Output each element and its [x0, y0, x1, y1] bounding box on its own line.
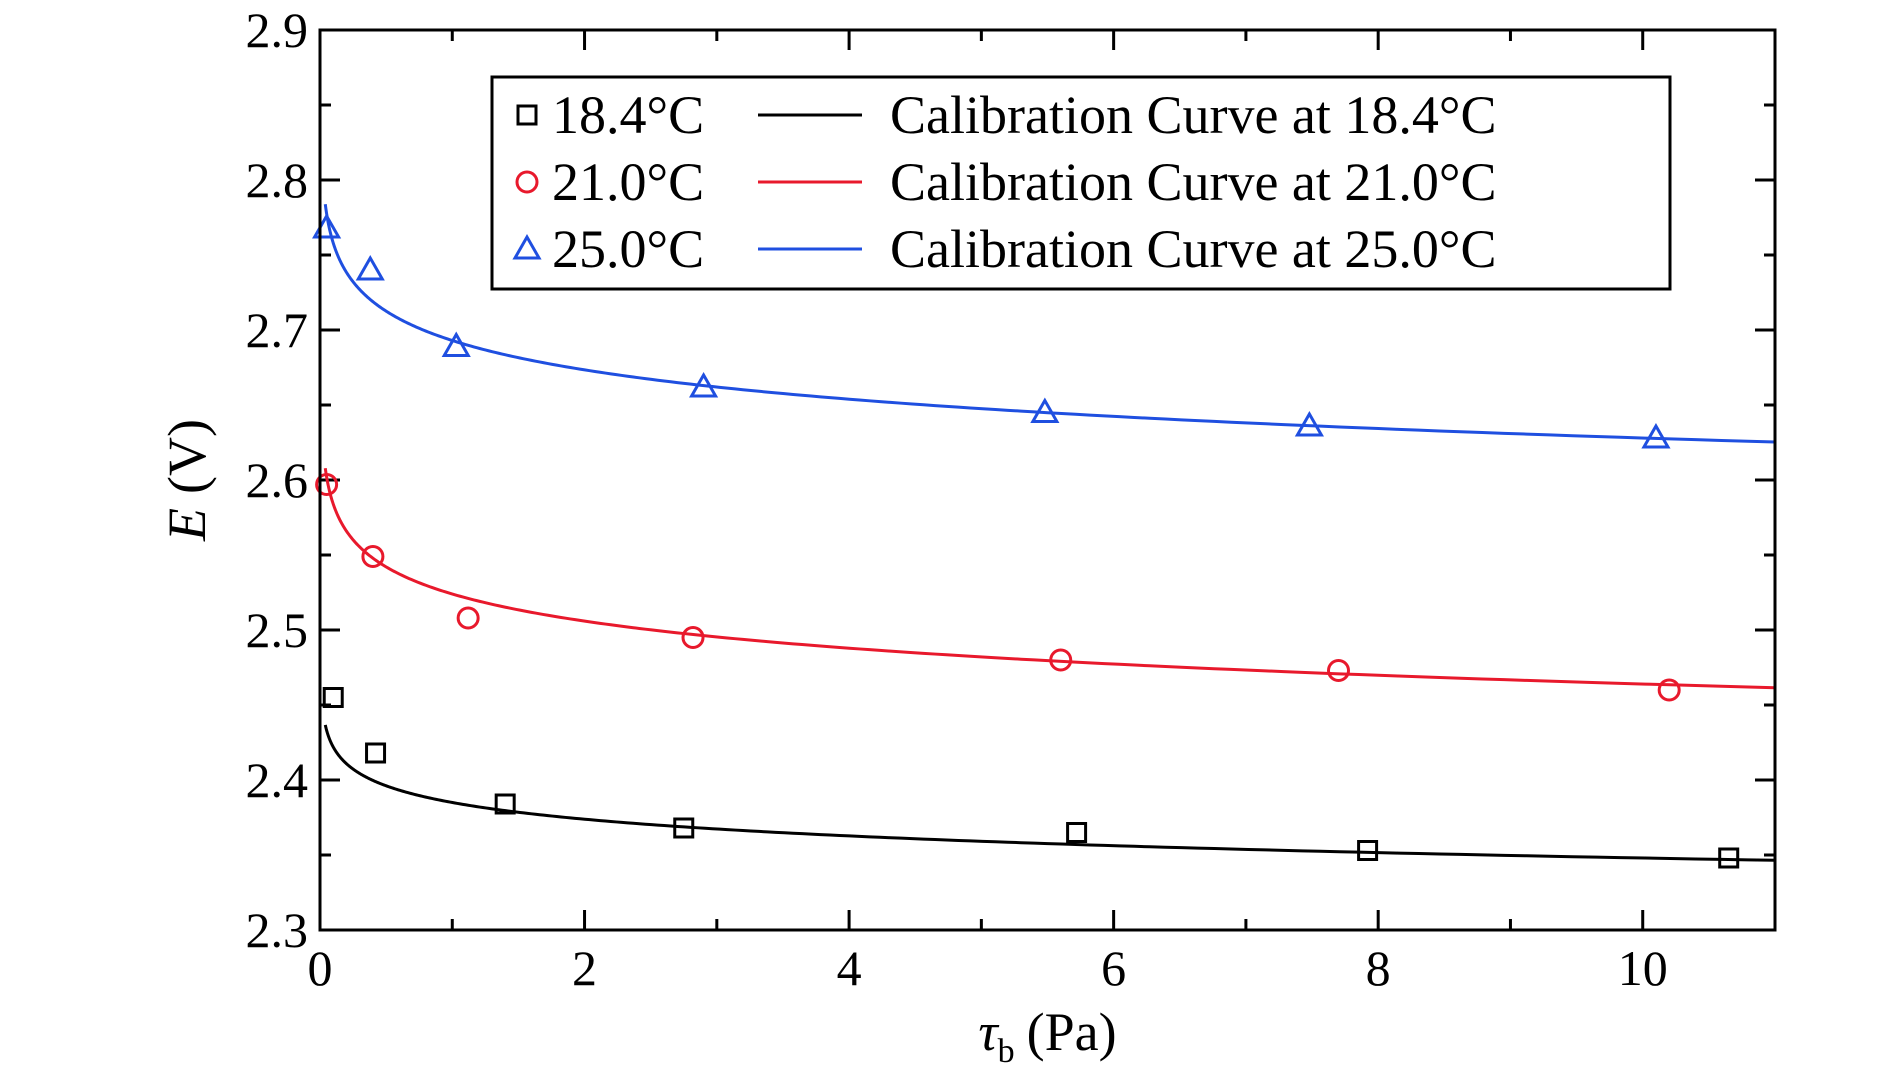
- x-tick-label: 6: [1101, 940, 1126, 996]
- y-axis-unit: (V): [157, 419, 217, 494]
- data-point-circle: [1327, 659, 1350, 682]
- y-tick-label: 2.9: [246, 2, 309, 58]
- legend-marker-square: [516, 104, 538, 126]
- data-point-square: [1718, 847, 1740, 869]
- x-tick-label: 0: [308, 940, 333, 996]
- x-tick-label: 4: [837, 940, 862, 996]
- legend-series-label: 21.0°C: [552, 152, 704, 212]
- x-tick-label: 2: [572, 940, 597, 996]
- data-point-circle: [361, 545, 385, 568]
- x-axis-unit: (Pa): [1027, 1002, 1117, 1062]
- data-point-square: [365, 742, 387, 764]
- calibration-curve-2: [323, 204, 1776, 444]
- data-point-square: [322, 687, 344, 708]
- y-axis-symbol: E: [157, 508, 217, 542]
- y-axis-label: E (V): [157, 419, 217, 542]
- y-tick-label: 2.8: [246, 152, 309, 208]
- legend-curve-label: Calibration Curve at 21.0°C: [890, 152, 1497, 212]
- data-point-triangle: [1641, 422, 1671, 449]
- data-point-circle: [681, 626, 705, 649]
- x-tick-label: 10: [1618, 940, 1668, 996]
- calibration-curve-0: [323, 724, 1776, 862]
- y-tick-label: 2.5: [246, 602, 309, 658]
- tick-labels: 0 2 4 6 8 10 2.3 2.4 2.5 2.6 2.7 2.8 2.9: [246, 2, 1668, 996]
- legend-curve-label: Calibration Curve at 18.4°C: [890, 85, 1497, 145]
- data-markers: [312, 212, 1740, 869]
- y-tick-label: 2.4: [246, 752, 309, 808]
- data-point-circle: [315, 473, 339, 496]
- x-axis-symbol: τ: [978, 1002, 999, 1062]
- legend-marker-circle: [515, 170, 539, 194]
- data-point-triangle: [689, 371, 719, 398]
- y-tick-label: 2.3: [246, 902, 309, 958]
- plot-frame: [318, 28, 1777, 932]
- legend-marker-triangle: [512, 233, 542, 260]
- y-tick-label: 2.6: [246, 452, 309, 508]
- calibration-curves: [323, 204, 1776, 862]
- data-point-square: [494, 793, 516, 815]
- data-point-circle: [456, 606, 480, 630]
- data-point-triangle: [1294, 410, 1324, 437]
- legend-box: [490, 75, 1672, 291]
- x-tick-label: 8: [1366, 940, 1391, 996]
- calibration-curve-1: [323, 467, 1776, 690]
- data-point-square: [1357, 840, 1379, 861]
- data-point-circle: [1657, 678, 1681, 702]
- data-point-square: [1066, 822, 1088, 843]
- x-axis-subscript: b: [998, 1033, 1015, 1070]
- legend-curve-label: Calibration Curve at 25.0°C: [890, 219, 1497, 279]
- data-point-triangle: [355, 254, 385, 281]
- data-point-square: [673, 817, 695, 839]
- data-point-circle: [1049, 648, 1073, 672]
- x-axis-label: τb (Pa): [978, 1002, 1116, 1070]
- legend-series-label: 25.0°C: [552, 219, 704, 279]
- data-point-triangle: [1030, 397, 1060, 423]
- data-point-triangle: [441, 331, 471, 357]
- legend: 18.4°C Calibration Curve at 18.4°C 21.0°C C…: [490, 75, 1672, 291]
- y-tick-label: 2.7: [246, 302, 309, 358]
- legend-series-label: 18.4°C: [552, 85, 704, 145]
